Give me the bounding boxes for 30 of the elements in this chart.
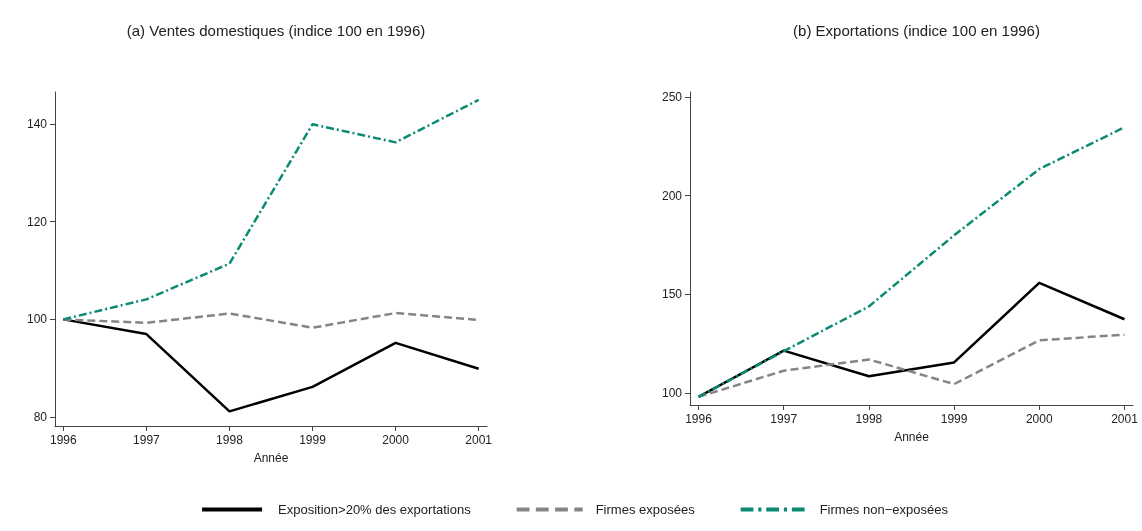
- y-tick-label: 80: [33, 410, 48, 425]
- x-tick-label: 1996: [49, 433, 77, 447]
- x-tick-label: 1998: [216, 433, 244, 447]
- y-tick-label: 140: [26, 116, 48, 131]
- chart-title: (b) Exportations (indice 100 en 1996): [793, 22, 1040, 39]
- y-tick-label: 250: [661, 90, 683, 105]
- x-axis-title: Année: [894, 430, 930, 444]
- x-tick-label: 1999: [940, 412, 968, 426]
- x-axis-title: Année: [253, 451, 289, 465]
- x-tick-label: 1997: [133, 433, 161, 447]
- x-tick-label: 1998: [855, 412, 883, 426]
- line-series: [62, 98, 480, 321]
- x-tick-label: 1999: [299, 433, 327, 447]
- legend-label: Firmes non−exposées: [819, 502, 949, 517]
- y-tick-label: 200: [661, 188, 683, 203]
- legend-label: Exposition>20% des exportations: [278, 502, 472, 517]
- x-tick-label: 2001: [1111, 412, 1139, 426]
- y-tick-label: 100: [661, 385, 683, 400]
- x-tick-label: 2001: [465, 433, 493, 447]
- x-tick-label: 1996: [685, 412, 713, 426]
- y-tick-label: 100: [26, 312, 48, 327]
- chart-title: (a) Ventes domestiques (indice 100 en 1996): [126, 22, 426, 39]
- y-tick-label: 150: [661, 287, 683, 302]
- x-tick-label: 2000: [382, 433, 410, 447]
- x-tick-label: 1997: [770, 412, 798, 426]
- y-tick-label: 120: [26, 214, 48, 229]
- line-series: [697, 333, 1126, 399]
- line-series: [697, 126, 1126, 399]
- x-tick-label: 2000: [1025, 412, 1053, 426]
- legend-label: Firmes exposées: [595, 502, 696, 517]
